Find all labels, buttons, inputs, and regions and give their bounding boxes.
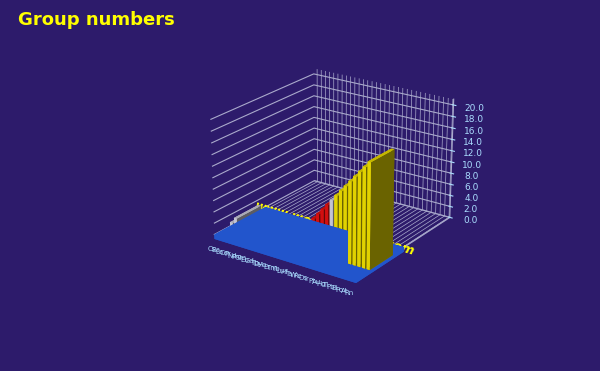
Text: Group numbers: Group numbers <box>18 11 175 29</box>
